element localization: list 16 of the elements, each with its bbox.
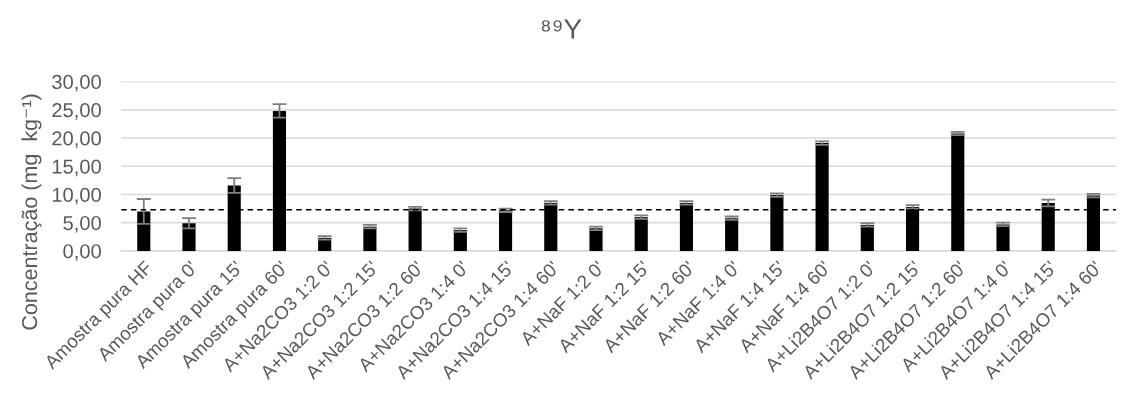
y-tick-label: 30,00 [52, 74, 101, 92]
bar [996, 224, 1010, 251]
bar [589, 228, 603, 251]
bar [725, 218, 739, 251]
y-tick-label: 15,00 [52, 159, 101, 177]
bar [860, 224, 874, 251]
y-tick-label: 25,00 [52, 103, 101, 120]
y-tick-label: 5,00 [63, 215, 101, 233]
bar [182, 223, 196, 251]
y-tick-label: 0,00 [63, 244, 101, 261]
bar [634, 217, 648, 251]
y-tick-label: 20,00 [52, 131, 101, 148]
chart-title: ⁸⁹Y [541, 19, 582, 39]
bar [363, 226, 377, 251]
y-axis-title: Concentração (mg kg⁻¹) [21, 94, 42, 330]
y-tick-label: 10,00 [52, 187, 101, 205]
